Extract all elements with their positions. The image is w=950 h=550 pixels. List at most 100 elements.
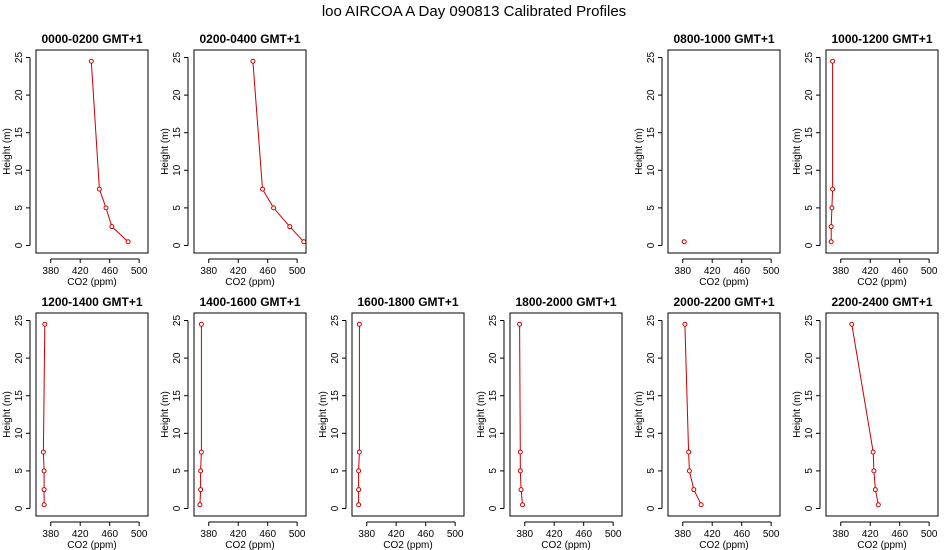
- y-tick-label: 25: [330, 315, 341, 327]
- panel-title: 2200-2400 GMT+1: [831, 295, 932, 309]
- y-axis: 0 5 10 15 20 25 Height (m): [792, 315, 821, 511]
- data-point: [872, 487, 878, 493]
- x-axis-label: CO2 (ppm): [225, 540, 274, 550]
- y-tick-label: 5: [330, 468, 341, 474]
- data-point: [271, 205, 277, 211]
- data-point: [686, 468, 692, 474]
- y-axis: 0 5 10 15 20 25 Height (m): [634, 315, 663, 511]
- y-axis-label: Height (m): [2, 128, 13, 175]
- x-tick-label: 500: [131, 529, 148, 540]
- panel-3: 1000-1200 GMT+1 380 420 460 500 CO2 (ppm) 0 5 10…: [792, 32, 939, 288]
- y-axis: 0 5 10 15 20 25 Height (m): [2, 52, 31, 248]
- y-tick-label: 25: [804, 52, 815, 64]
- y-tick-label: 20: [14, 352, 25, 364]
- x-axis-label: CO2 (ppm): [383, 540, 432, 550]
- panel-title: 2000-2200 GMT+1: [673, 295, 774, 309]
- profile-line: [199, 324, 202, 505]
- data-point: [682, 321, 688, 327]
- x-axis-label: CO2 (ppm): [857, 277, 906, 288]
- y-axis: 0 5 10 15 20 25 Height (m): [160, 315, 189, 511]
- y-tick-label: 0: [14, 505, 25, 511]
- data-point: [830, 186, 836, 192]
- data-point: [871, 468, 877, 474]
- x-tick-label: 380: [674, 529, 691, 540]
- data-point: [40, 449, 46, 455]
- x-tick-label: 500: [289, 266, 306, 277]
- panel-5: 1400-1600 GMT+1 380 420 460 500 CO2 (ppm) 0 5 10…: [160, 295, 307, 550]
- profile-line: [90, 61, 129, 243]
- plot-frame: [193, 49, 307, 254]
- y-tick-label: 0: [646, 242, 657, 248]
- y-tick-label: 20: [172, 89, 183, 101]
- x-tick-label: 460: [259, 266, 276, 277]
- x-tick-label: 420: [862, 529, 879, 540]
- x-tick-label: 420: [388, 529, 405, 540]
- x-axis: 380 420 460 500 CO2 (ppm): [200, 521, 306, 550]
- y-axis: 0 5 10 15 20 25 Height (m): [792, 52, 821, 248]
- data-point: [356, 502, 362, 508]
- plot-frame: [667, 49, 781, 254]
- y-tick-label: 15: [646, 390, 657, 402]
- y-tick-label: 5: [488, 468, 499, 474]
- data-point: [109, 224, 115, 230]
- data-point: [287, 224, 293, 230]
- plot-frame: [193, 312, 307, 517]
- x-tick-label: 420: [704, 529, 721, 540]
- panel-title: 0800-1000 GMT+1: [673, 32, 774, 46]
- panel-title: 1600-1800 GMT+1: [357, 295, 458, 309]
- data-point: [691, 487, 697, 493]
- data-point: [42, 321, 48, 327]
- y-tick-label: 15: [330, 390, 341, 402]
- y-tick-label: 5: [804, 468, 815, 474]
- y-tick-label: 25: [646, 52, 657, 64]
- x-tick-label: 380: [42, 266, 59, 277]
- x-tick-label: 500: [131, 266, 148, 277]
- y-tick-label: 10: [646, 427, 657, 439]
- data-point: [828, 239, 834, 245]
- x-tick-label: 500: [605, 529, 622, 540]
- y-axis-label: Height (m): [160, 128, 171, 175]
- y-tick-label: 5: [14, 468, 25, 474]
- x-tick-label: 420: [230, 266, 247, 277]
- data-point: [356, 468, 362, 474]
- x-tick-label: 460: [891, 529, 908, 540]
- data-point: [698, 502, 704, 508]
- x-axis-label: CO2 (ppm): [541, 540, 590, 550]
- y-tick-label: 10: [488, 427, 499, 439]
- y-axis: 0 5 10 15 20 25 Height (m): [476, 315, 505, 511]
- data-point: [520, 502, 526, 508]
- plot-frame: [35, 312, 149, 517]
- y-tick-label: 20: [646, 89, 657, 101]
- data-point: [875, 502, 881, 508]
- x-axis-label: CO2 (ppm): [699, 540, 748, 550]
- x-tick-label: 420: [72, 529, 89, 540]
- x-tick-label: 380: [516, 529, 533, 540]
- plot-frame: [351, 312, 465, 517]
- x-axis: 380 420 460 500 CO2 (ppm): [832, 258, 938, 288]
- y-tick-label: 5: [172, 468, 183, 474]
- x-tick-label: 420: [862, 266, 879, 277]
- data-point: [41, 502, 47, 508]
- x-tick-label: 460: [101, 529, 118, 540]
- profile-line: [252, 61, 305, 243]
- y-tick-label: 0: [172, 242, 183, 248]
- y-tick-label: 10: [14, 164, 25, 176]
- x-tick-label: 500: [921, 529, 938, 540]
- y-axis-label: Height (m): [792, 391, 803, 438]
- x-axis: 380 420 460 500 CO2 (ppm): [674, 521, 780, 550]
- y-axis: 0 5 10 15 20 25 Height (m): [160, 52, 189, 248]
- y-tick-label: 10: [172, 427, 183, 439]
- x-tick-label: 460: [575, 529, 592, 540]
- x-tick-label: 380: [832, 529, 849, 540]
- x-axis-label: CO2 (ppm): [857, 540, 906, 550]
- profile-line: [358, 324, 360, 505]
- x-axis: 380 420 460 500 CO2 (ppm): [832, 521, 938, 550]
- x-tick-label: 460: [891, 266, 908, 277]
- y-tick-label: 0: [488, 505, 499, 511]
- y-tick-label: 25: [488, 315, 499, 327]
- y-tick-label: 15: [172, 127, 183, 139]
- y-tick-label: 15: [14, 127, 25, 139]
- data-point: [197, 502, 203, 508]
- data-point: [260, 186, 266, 192]
